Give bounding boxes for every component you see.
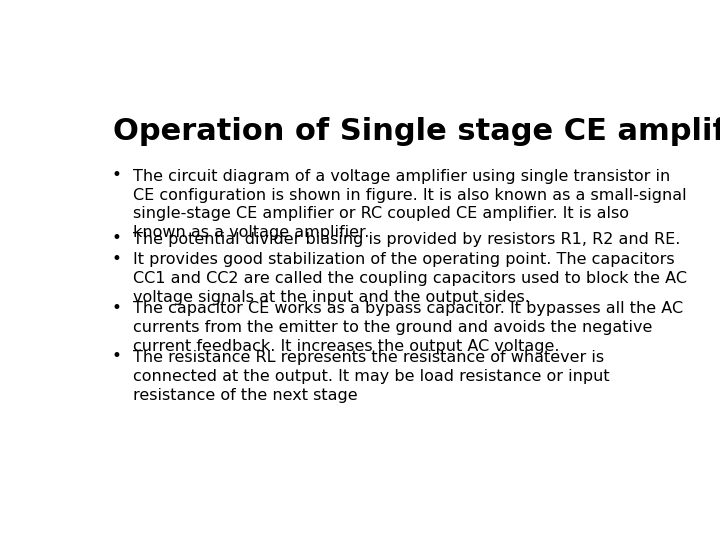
Text: Operation of Single stage CE amplifier: Operation of Single stage CE amplifier <box>113 117 720 146</box>
Text: •: • <box>112 166 122 184</box>
Text: The potential divider biasing is provided by resistors R1, R2 and RE.: The potential divider biasing is provide… <box>132 232 680 247</box>
Text: •: • <box>112 249 122 268</box>
Text: •: • <box>112 299 122 316</box>
Text: It provides good stabilization of the operating point. The capacitors
CC1 and CC: It provides good stabilization of the op… <box>132 252 687 305</box>
Text: The resistance RL represents the resistance of whatever is
connected at the outp: The resistance RL represents the resista… <box>132 350 609 403</box>
Text: •: • <box>112 348 122 366</box>
Text: The capacitor CE works as a bypass capacitor. It bypasses all the AC
currents fr: The capacitor CE works as a bypass capac… <box>132 301 683 354</box>
Text: •: • <box>112 230 122 247</box>
Text: The circuit diagram of a voltage amplifier using single transistor in
CE configu: The circuit diagram of a voltage amplifi… <box>132 168 686 240</box>
